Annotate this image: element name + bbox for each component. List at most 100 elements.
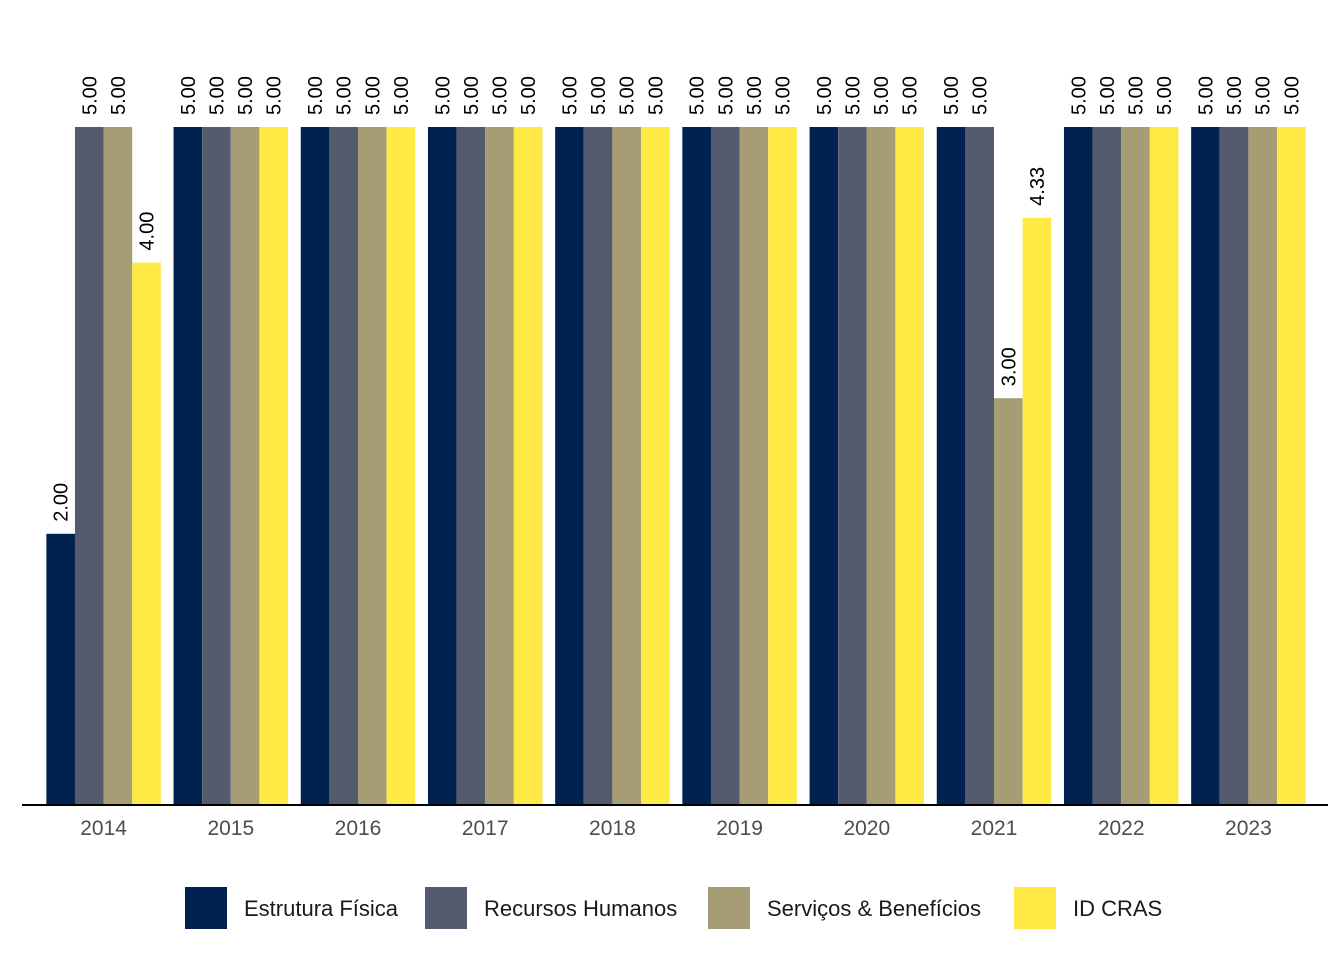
bar-2017-3 — [513, 127, 543, 805]
data-label-2017-3: 5.00 — [518, 76, 540, 115]
data-label-2023-0: 5.00 — [1195, 76, 1217, 115]
bar-2018-3 — [641, 127, 670, 805]
bar-2016-1 — [329, 127, 358, 805]
data-label-2022-0: 5.00 — [1068, 76, 1090, 115]
x-tick-label-2018: 2018 — [589, 817, 636, 840]
data-label-2019-0: 5.00 — [687, 76, 709, 115]
data-label-2020-0: 5.00 — [814, 76, 836, 115]
data-label-2021-1: 5.00 — [970, 76, 992, 115]
data-label-2018-3: 5.00 — [645, 76, 667, 115]
data-label-2014-3: 4.00 — [137, 212, 159, 251]
data-label-2018-2: 5.00 — [617, 76, 639, 115]
x-axis-ticks: 2014 2015 2016 2017 2018 2019 2020 2021 2022 2023 — [80, 817, 1272, 840]
legend-label-1: Recursos Humanos — [484, 896, 677, 921]
bar-2019-2 — [739, 127, 769, 805]
data-label-2021-2: 3.00 — [998, 347, 1020, 386]
data-label-2019-3: 5.00 — [773, 76, 795, 115]
bar-2016-2 — [358, 127, 387, 805]
bar-2021-3 — [1022, 217, 1052, 806]
x-tick-label-2023: 2023 — [1225, 817, 1272, 840]
data-label-2023-1: 5.00 — [1224, 76, 1246, 115]
data-label-2020-1: 5.00 — [842, 76, 864, 115]
data-label-2015-0: 5.00 — [178, 76, 200, 115]
data-label-2014-1: 5.00 — [79, 76, 101, 115]
data-label-2016-3: 5.00 — [391, 76, 413, 115]
bar-2021-1 — [965, 127, 994, 805]
bar-2014-2 — [103, 127, 133, 805]
data-labels-layer: 2.00 5.00 5.00 4.00 5.00 5.00 5.00 5.00 5.00 5.00… — [51, 76, 1304, 522]
x-tick-label-2016: 2016 — [335, 817, 382, 840]
data-label-2021-0: 5.00 — [941, 76, 963, 115]
x-tick-label-2020: 2020 — [843, 817, 890, 840]
data-label-2015-1: 5.00 — [206, 76, 228, 115]
bar-2018-2 — [612, 127, 642, 805]
data-label-2014-2: 5.00 — [108, 76, 130, 115]
bar-2023-1 — [1219, 127, 1249, 805]
data-label-2023-3: 5.00 — [1281, 76, 1303, 115]
bar-2014-3 — [132, 262, 161, 806]
legend-swatch-2 — [708, 887, 750, 929]
data-label-2019-1: 5.00 — [715, 76, 737, 115]
bar-2016-3 — [386, 127, 416, 805]
bar-2020-0 — [809, 127, 839, 805]
x-tick-label-2022: 2022 — [1098, 817, 1145, 840]
x-tick-label-2014: 2014 — [80, 817, 127, 840]
data-label-2015-3: 5.00 — [264, 76, 286, 115]
data-label-2016-2: 5.00 — [362, 76, 384, 115]
data-label-2017-2: 5.00 — [490, 76, 512, 115]
bar-2023-2 — [1248, 127, 1278, 805]
data-label-2018-0: 5.00 — [559, 76, 581, 115]
bar-2022-3 — [1149, 127, 1179, 805]
bar-2020-3 — [895, 127, 925, 805]
data-label-2022-3: 5.00 — [1154, 76, 1176, 115]
legend-label-0: Estrutura Física — [244, 896, 399, 921]
data-label-2016-0: 5.00 — [305, 76, 327, 115]
bar-2015-0 — [173, 127, 203, 805]
bar-2017-1 — [456, 127, 486, 805]
data-label-2020-3: 5.00 — [900, 76, 922, 115]
data-label-2020-2: 5.00 — [871, 76, 893, 115]
bar-2015-1 — [202, 127, 231, 805]
data-label-2019-2: 5.00 — [744, 76, 766, 115]
x-tick-label-2019: 2019 — [716, 817, 763, 840]
bar-2020-2 — [866, 127, 896, 805]
data-label-2023-2: 5.00 — [1253, 76, 1275, 115]
bar-2015-2 — [230, 127, 260, 805]
data-label-2022-2: 5.00 — [1126, 76, 1148, 115]
data-label-2016-1: 5.00 — [334, 76, 356, 115]
legend: Estrutura Física Recursos Humanos Serviços… — [185, 887, 1162, 929]
bar-2022-0 — [1063, 127, 1093, 805]
bar-2017-2 — [485, 127, 514, 805]
bar-2018-0 — [555, 127, 584, 805]
bar-2022-1 — [1092, 127, 1122, 805]
legend-swatch-0 — [185, 887, 227, 929]
data-label-2017-1: 5.00 — [461, 76, 483, 115]
bar-2014-0 — [46, 533, 75, 805]
bar-2014-1 — [74, 127, 104, 805]
legend-label-3: ID CRAS — [1073, 896, 1162, 921]
x-tick-label-2015: 2015 — [207, 817, 254, 840]
legend-swatch-3 — [1014, 887, 1056, 929]
bar-2019-1 — [710, 127, 740, 805]
bar-2019-3 — [768, 127, 797, 805]
bar-2023-0 — [1191, 127, 1220, 805]
data-label-2015-2: 5.00 — [235, 76, 257, 115]
legend-swatch-1 — [425, 887, 467, 929]
bar-2016-0 — [300, 127, 330, 805]
data-label-2022-1: 5.00 — [1097, 76, 1119, 115]
bar-2018-1 — [583, 127, 613, 805]
bar-2021-0 — [936, 127, 966, 805]
bar-2023-3 — [1277, 127, 1306, 805]
x-tick-label-2017: 2017 — [462, 817, 509, 840]
bars-layer — [46, 127, 1306, 806]
data-label-2014-0: 2.00 — [51, 483, 73, 522]
data-label-2017-0: 5.00 — [432, 76, 454, 115]
data-label-2021-3: 4.33 — [1027, 167, 1049, 206]
bar-2017-0 — [427, 127, 457, 805]
bar-2020-1 — [838, 127, 867, 805]
x-tick-label-2021: 2021 — [971, 817, 1018, 840]
bar-2021-2 — [994, 398, 1023, 805]
data-label-2018-1: 5.00 — [588, 76, 610, 115]
